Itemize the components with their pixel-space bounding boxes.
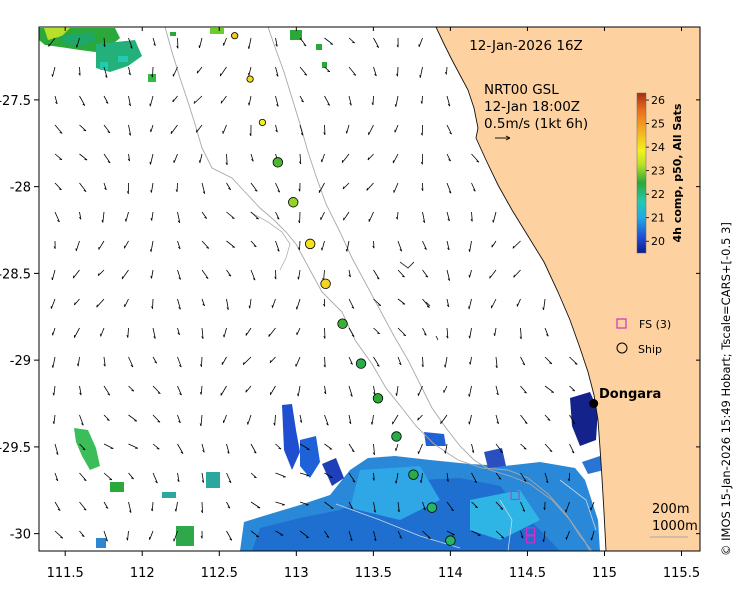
- y-axis-ticks: -27.5 -28 -28.5 -29 -29.5 -30: [0, 94, 700, 543]
- y-tick-label: -28: [10, 181, 31, 196]
- y-tick-label: -28.5: [0, 267, 31, 282]
- colorbar-tick-label: 25: [651, 118, 665, 131]
- x-tick-label: 112: [130, 566, 155, 581]
- track-point: [320, 278, 331, 289]
- float-marker: [525, 534, 536, 544]
- y-tick-label: -30: [10, 528, 31, 543]
- legend-float-label: FS (3): [639, 318, 671, 331]
- sst-satellite-patches: [39, 28, 604, 551]
- colorbar-tick-label: 21: [651, 212, 665, 225]
- x-tick-label: 115: [592, 566, 617, 581]
- dongara-marker: [589, 399, 599, 409]
- contour-label-200m: 200m: [652, 502, 689, 517]
- float-markers: [510, 490, 536, 544]
- ship-legend-icon: [616, 342, 628, 354]
- colorbar-tick-label: 23: [651, 165, 665, 178]
- track-point: [304, 238, 316, 250]
- track-point: [258, 118, 267, 127]
- track-point: [426, 502, 438, 513]
- colorbar-ticks: 20 21 22 23 24 25 26: [646, 94, 665, 248]
- x-axis-ticks: 111.5 112 112.5 113 113.5 114 114.5 115 115.5: [47, 27, 700, 581]
- legend-ship-label: Ship: [638, 343, 662, 356]
- x-tick-label: 113: [284, 566, 309, 581]
- x-tick-label: 114.5: [509, 566, 546, 581]
- x-tick-label: 111.5: [47, 566, 84, 581]
- y-tick-label: -27.5: [0, 94, 31, 109]
- x-tick-label: 114: [438, 566, 463, 581]
- x-tick-label: 112.5: [201, 566, 238, 581]
- track-point: [372, 393, 384, 404]
- plot-frame: [38, 26, 701, 552]
- track-point: [231, 32, 239, 40]
- float-marker: [525, 527, 536, 537]
- float-marker: [510, 490, 520, 501]
- colorbar-tick-label: 26: [651, 94, 665, 107]
- ship-track: [231, 32, 456, 546]
- x-tick-label: 115.5: [663, 566, 700, 581]
- scale-arrow: [495, 135, 511, 141]
- y-tick-label: -29.5: [0, 441, 31, 456]
- x-tick-label: 113.5: [355, 566, 392, 581]
- colorbar: [636, 92, 647, 254]
- colorbar-tick-label: 22: [651, 188, 665, 201]
- track-point: [355, 358, 367, 369]
- track-point: [445, 535, 456, 546]
- track-point: [246, 75, 254, 83]
- current-scale-label: 0.5m/s (1kt 6h): [484, 116, 588, 132]
- track-point: [391, 431, 402, 442]
- track-point: [337, 318, 348, 329]
- land-mass: [435, 27, 700, 551]
- colorbar-title: 4h comp, p50, All Sats: [671, 103, 684, 242]
- bathymetry-contour-200m: [164, 27, 593, 551]
- contour-label-1000m: 1000m: [652, 519, 698, 534]
- y-tick-label: -29: [10, 354, 31, 369]
- current-source-label: NRT00 GSL: [484, 82, 559, 98]
- map-timestamp: 12-Jan-2026 16Z: [469, 38, 583, 54]
- track-point: [272, 157, 284, 168]
- place-label-dongara: Dongara: [599, 387, 661, 402]
- float-legend-icon: [616, 318, 627, 329]
- credit-text: © IMOS 15-Jan-2026 15:49 Hobart; Tscale=…: [719, 222, 733, 556]
- current-time-label: 12-Jan 18:00Z: [484, 99, 580, 115]
- colorbar-tick-label: 20: [651, 235, 665, 248]
- track-point: [408, 469, 419, 480]
- track-point: [288, 197, 299, 208]
- current-vector-field: [48, 37, 595, 542]
- colorbar-tick-label: 24: [651, 141, 665, 154]
